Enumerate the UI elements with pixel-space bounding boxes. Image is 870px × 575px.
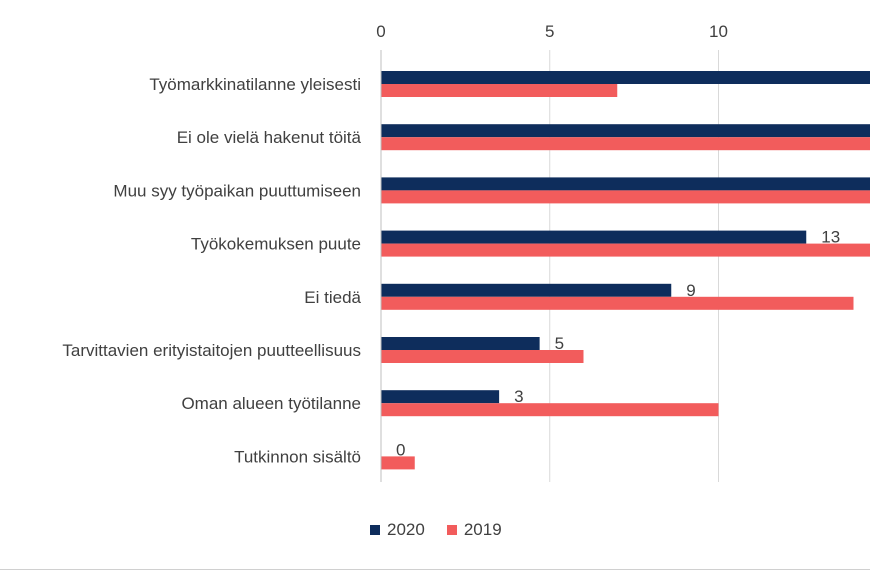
data-label-2020: 3 bbox=[514, 387, 523, 406]
bar-2019 bbox=[381, 456, 415, 470]
category-label: Työkokemuksen puute bbox=[191, 235, 361, 254]
bar-2019 bbox=[381, 350, 584, 363]
x-tick-label: 10 bbox=[709, 22, 728, 41]
bar-2020 bbox=[381, 124, 870, 138]
data-label-2020: 9 bbox=[686, 281, 695, 300]
bar-2019 bbox=[381, 403, 719, 417]
x-tick-label: 5 bbox=[545, 22, 554, 41]
category-label: Tarvittavien erityistaitojen puutteellis… bbox=[62, 341, 361, 360]
data-label-2020: 0 bbox=[396, 440, 405, 459]
category-label: Työmarkkinatilanne yleisesti bbox=[149, 75, 361, 94]
legend-label-2019: 2019 bbox=[463, 520, 502, 539]
category-label: Muu syy työpaikan puuttumiseen bbox=[113, 181, 361, 200]
bar-2020 bbox=[381, 71, 870, 84]
bar-2019 bbox=[381, 137, 870, 151]
category-label: Ei ole vielä hakenut töitä bbox=[177, 128, 362, 147]
category-label: Ei tiedä bbox=[304, 288, 361, 307]
bar-2020 bbox=[381, 230, 807, 244]
category-label: Oman alueen työtilanne bbox=[181, 394, 361, 413]
bar-2019 bbox=[381, 296, 854, 310]
bar-2020 bbox=[381, 390, 500, 404]
legend-item-2019: 2019 bbox=[446, 520, 502, 540]
bar-2020 bbox=[381, 177, 870, 191]
legend-swatch-2019 bbox=[446, 525, 457, 535]
data-label-2020: 13 bbox=[821, 228, 840, 247]
data-label-2020: 5 bbox=[555, 334, 564, 353]
bar-2020 bbox=[381, 337, 540, 350]
category-label: Tutkinnon sisältö bbox=[234, 447, 361, 466]
bar-2019 bbox=[381, 84, 618, 97]
x-tick-label: 0 bbox=[376, 22, 385, 41]
bar-2020 bbox=[381, 283, 672, 297]
legend-label-2020: 2020 bbox=[387, 520, 425, 539]
bar-2019 bbox=[381, 243, 870, 257]
bar-2019 bbox=[381, 190, 870, 204]
legend: 2020 2019 bbox=[370, 520, 502, 540]
legend-item-2020: 2020 bbox=[370, 520, 425, 540]
legend-swatch-2020 bbox=[370, 525, 380, 535]
